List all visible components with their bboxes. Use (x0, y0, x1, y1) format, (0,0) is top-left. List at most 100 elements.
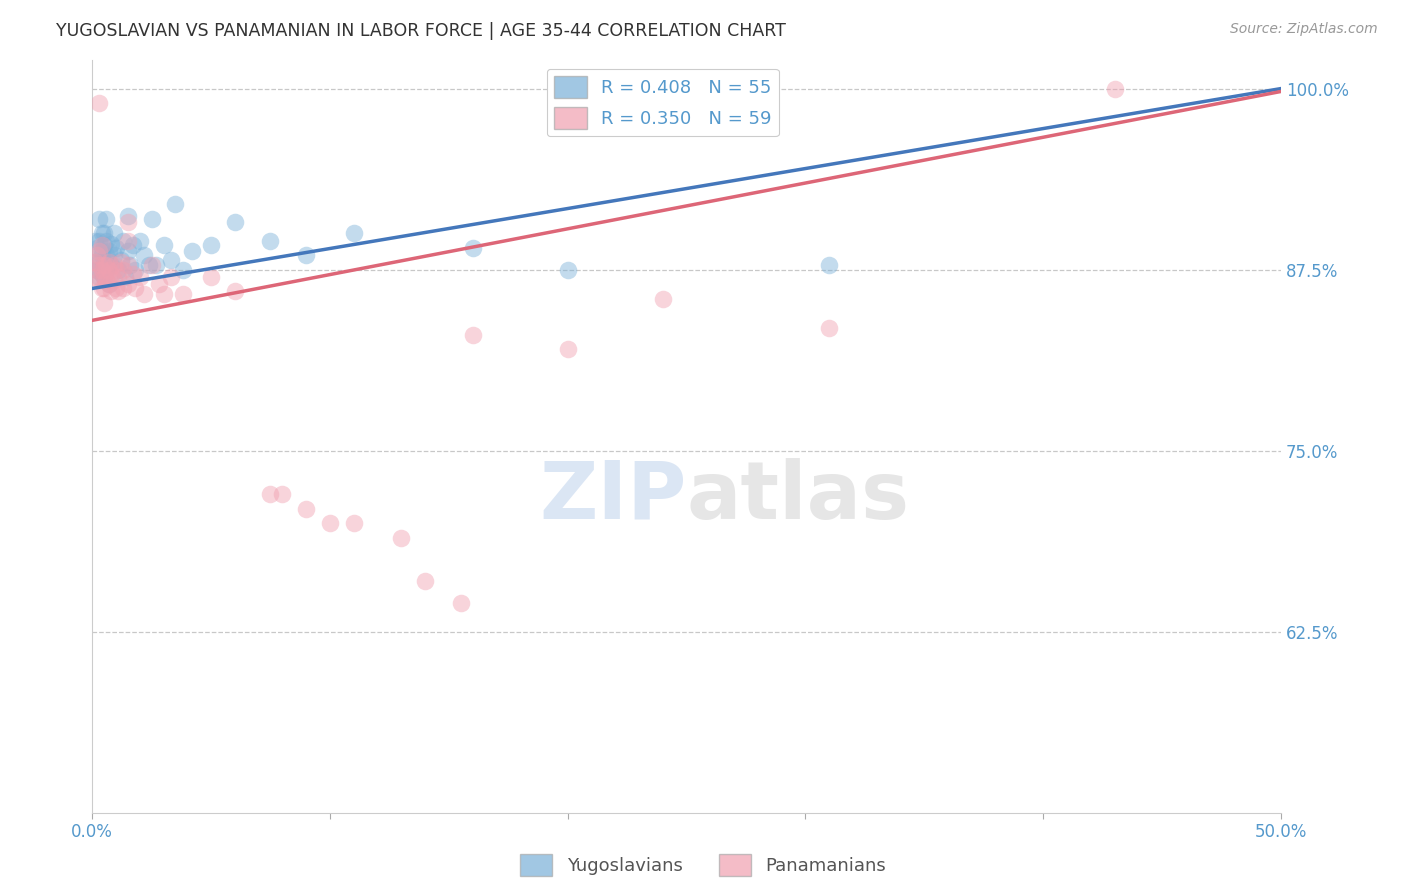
Point (90, 248, 112, 262)
Point (97, 255, 120, 269)
Point (90, 281, 112, 295)
Point (224, 215, 246, 229)
Point (93, 281, 115, 295)
Point (818, 258, 841, 272)
Point (159, 252, 181, 267)
Point (93, 269, 115, 284)
Point (89, 258, 111, 272)
Point (97, 277, 120, 292)
Point (1104, 81, 1126, 95)
Point (96, 234, 118, 248)
Point (90, 262, 112, 277)
Point (89, 234, 111, 248)
Point (159, 269, 181, 284)
Point (124, 281, 146, 295)
Point (651, 292, 673, 306)
Point (343, 227, 366, 241)
Point (104, 281, 127, 295)
Point (96, 248, 118, 262)
Point (103, 273, 125, 287)
Point (97, 277, 120, 292)
Point (128, 234, 150, 248)
Point (93, 258, 115, 272)
Point (271, 487, 294, 501)
Legend: R = 0.408   N = 55, R = 0.350   N = 59: R = 0.408 N = 55, R = 0.350 N = 59 (547, 69, 779, 136)
Point (83, 234, 105, 248)
Point (83, 255, 105, 269)
Point (112, 281, 135, 295)
Point (124, 262, 146, 277)
Point (103, 258, 125, 272)
Point (319, 516, 342, 531)
Point (107, 262, 129, 277)
Point (104, 241, 127, 255)
Point (224, 285, 246, 299)
Point (110, 255, 132, 269)
Point (96, 273, 118, 287)
Point (450, 596, 472, 610)
Point (172, 287, 194, 301)
Point (86, 248, 108, 262)
Point (117, 215, 139, 229)
Point (86, 241, 108, 255)
Point (134, 248, 156, 262)
Point (295, 501, 318, 516)
Point (117, 258, 139, 272)
Point (121, 238, 143, 252)
Point (89, 255, 111, 269)
Point (128, 269, 150, 284)
Point (97, 244, 120, 258)
Point (89, 211, 111, 226)
Point (557, 343, 579, 357)
Point (89, 273, 111, 287)
Point (295, 248, 318, 262)
Point (90, 238, 112, 252)
Point (104, 262, 127, 277)
Point (107, 285, 129, 299)
Point (134, 287, 156, 301)
Point (90, 227, 112, 241)
Point (138, 258, 160, 272)
Point (259, 234, 281, 248)
Text: ZIP: ZIP (540, 458, 686, 535)
Point (152, 238, 174, 252)
Point (93, 296, 115, 310)
Point (83, 269, 105, 284)
Point (145, 258, 167, 272)
Point (389, 531, 412, 545)
Point (152, 287, 174, 301)
Point (100, 285, 122, 299)
Point (100, 236, 122, 251)
Point (117, 244, 139, 258)
Point (89, 244, 111, 258)
Point (181, 244, 204, 258)
Point (141, 211, 163, 226)
Point (557, 262, 579, 277)
Point (103, 248, 125, 262)
Text: atlas: atlas (686, 458, 910, 535)
Point (93, 269, 115, 284)
Point (461, 327, 484, 342)
Point (117, 209, 139, 223)
Point (165, 197, 187, 211)
Point (100, 267, 122, 281)
Point (97, 262, 120, 277)
Legend: Yugoslavians, Panamanians: Yugoslavians, Panamanians (512, 847, 894, 883)
Point (172, 262, 194, 277)
Point (96, 258, 118, 272)
Point (117, 234, 139, 248)
Point (90, 267, 112, 281)
Point (107, 269, 129, 284)
Point (200, 238, 222, 252)
Point (461, 241, 484, 255)
Point (83, 255, 105, 269)
Point (86, 262, 108, 277)
Point (141, 258, 163, 272)
Point (103, 227, 125, 241)
Point (86, 262, 108, 277)
Point (112, 262, 135, 277)
Point (117, 277, 139, 292)
Point (121, 267, 143, 281)
Point (90, 244, 112, 258)
Point (148, 277, 170, 292)
